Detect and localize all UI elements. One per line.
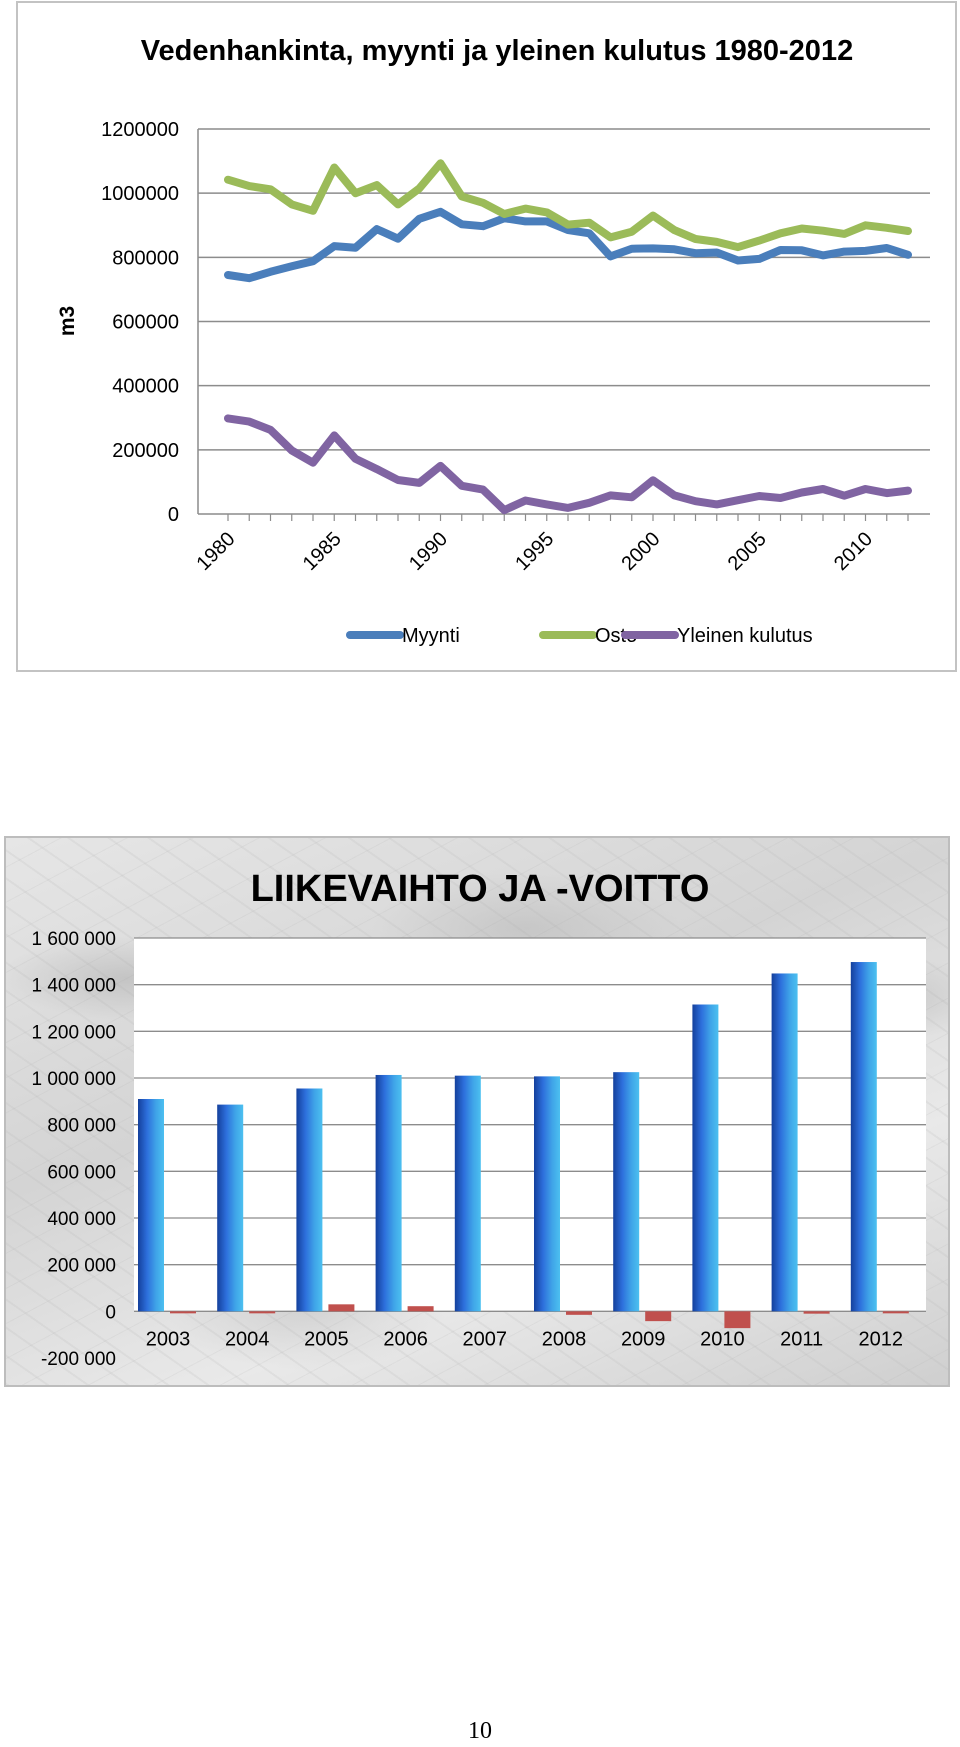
bar-voitto [882, 1311, 909, 1314]
bar-liikevaihto [850, 962, 877, 1312]
bar-voitto [803, 1311, 830, 1314]
x-tick-label: 2010 [700, 1328, 745, 1350]
y-tick-label: 400000 [112, 376, 179, 398]
bar-liikevaihto [771, 973, 798, 1312]
y-tick-label: 1 000 000 [31, 1069, 116, 1090]
bar-voitto [645, 1311, 672, 1322]
legend-label: Yleinen kulutus [677, 625, 813, 647]
chart-title: Vedenhankinta, myynti ja yleinen kulutus… [141, 35, 853, 67]
x-tick-label: 2000 [618, 528, 665, 575]
y-tick-label: 1200000 [101, 119, 179, 141]
y-tick-label: 400 000 [47, 1209, 116, 1230]
y-tick-label: 0 [168, 504, 179, 526]
bar-liikevaihto [613, 1072, 640, 1312]
bar-chart-panel: LIIKEVAIHTO JA -VOITTO -200 000 0 200 000 40… [4, 836, 950, 1387]
x-tick-label: 1990 [405, 528, 452, 575]
y-tick-label: 1 400 000 [31, 976, 116, 997]
x-tick-label: 2012 [859, 1328, 904, 1350]
bar-liikevaihto [692, 1004, 719, 1312]
bar-liikevaihto [296, 1088, 323, 1312]
x-tick-label: 2009 [621, 1328, 666, 1350]
bar-voitto [328, 1304, 355, 1312]
x-tick-label: 2003 [146, 1328, 191, 1350]
bar-liikevaihto [217, 1104, 244, 1312]
bar-voitto [249, 1311, 276, 1314]
x-tick-label: 2011 [780, 1328, 823, 1350]
y-tick-label: 1 600 000 [31, 929, 116, 950]
y-tick-label: 600 000 [47, 1162, 116, 1183]
bar-liikevaihto [454, 1075, 481, 1312]
bar-liikevaihto [534, 1076, 560, 1312]
legend-label: Osto [595, 625, 637, 647]
y-tick-label: 600000 [112, 312, 179, 334]
y-tick-label: -200 000 [41, 1349, 116, 1370]
x-tick-label: 1980 [193, 528, 240, 575]
y-tick-label: 800000 [112, 247, 179, 269]
x-tick-label: 2007 [463, 1328, 508, 1350]
chart-title: LIIKEVAIHTO JA -VOITTO [251, 868, 710, 910]
x-tick-label: 1995 [511, 528, 558, 575]
y-tick-label: 800 000 [47, 1116, 116, 1137]
line-chart-panel: Vedenhankinta, myynti ja yleinen kulutus… [16, 1, 957, 672]
bar-voitto [407, 1306, 434, 1312]
x-tick-label: 1985 [299, 528, 346, 575]
y-tick-label: 200 000 [47, 1256, 116, 1277]
bar-liikevaihto [138, 1099, 164, 1312]
y-axis-label: m3 [56, 306, 79, 336]
y-tick-label: 200000 [112, 440, 179, 462]
x-tick-label: 2010 [830, 528, 877, 575]
page-number: 10 [468, 1718, 492, 1744]
series-line-myynti [224, 207, 912, 283]
x-tick-label: 2005 [724, 528, 771, 575]
series-line-osto [224, 159, 912, 252]
line-chart: Vedenhankinta, myynti ja yleinen kulutus… [56, 35, 930, 647]
bar-chart: LIIKEVAIHTO JA -VOITTO -200 000 0 200 000 40… [31, 868, 926, 1370]
y-tick-label: 1 200 000 [31, 1022, 116, 1043]
bar-voitto [170, 1311, 196, 1314]
x-tick-label: 2004 [225, 1328, 270, 1350]
x-tick-label: 2005 [304, 1328, 349, 1350]
y-tick-label: 0 [105, 1302, 116, 1323]
bar-voitto [724, 1311, 751, 1329]
legend-label: Myynti [402, 625, 460, 647]
x-tick-label: 2006 [383, 1328, 428, 1350]
series-line-yleinen-kulutus [224, 414, 912, 515]
x-tick-label: 2008 [542, 1328, 587, 1350]
bar-voitto [566, 1311, 592, 1315]
bar-liikevaihto [375, 1074, 402, 1312]
y-tick-label: 1000000 [101, 183, 179, 205]
